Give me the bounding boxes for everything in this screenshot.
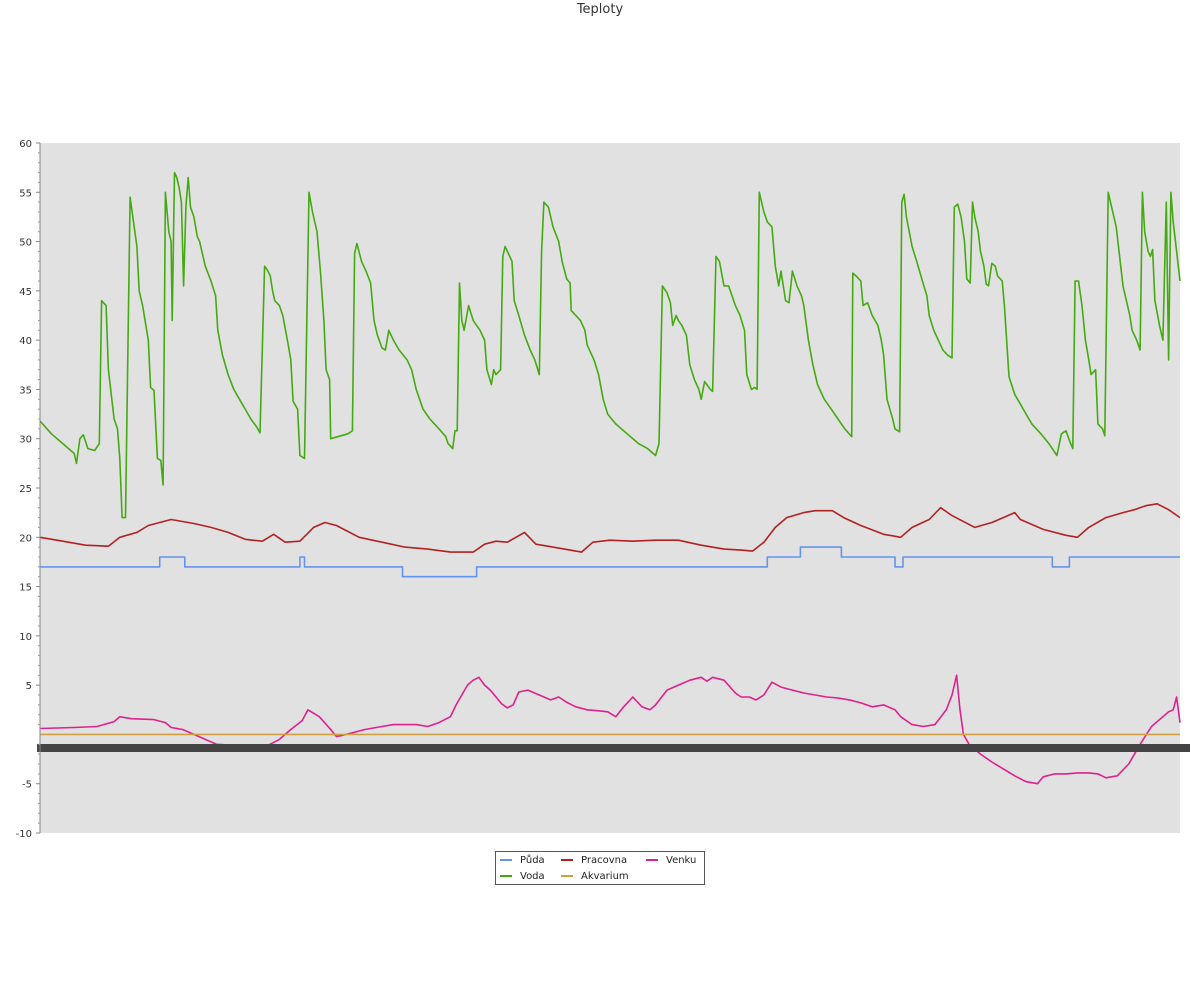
y-tick-label: 55 [19, 188, 32, 199]
legend-label-voda: Voda [520, 871, 545, 882]
legend-swatch-akvarium [561, 875, 573, 877]
legend-item-pracovna: Pracovna [561, 854, 627, 868]
series-layer [39, 171, 1181, 785]
legend-item-venku: Venku [646, 854, 696, 868]
y-tick-label: 15 [19, 583, 32, 594]
y-tick-label: -10 [16, 829, 32, 840]
y-axis: -10 -5 5 10 15 20 25 30 35 40 45 50 55 60 [16, 139, 41, 840]
legend-label-puda: Půda [520, 855, 545, 866]
series-line-2 [39, 674, 1181, 785]
y-tick-label: 40 [19, 336, 32, 347]
legend: Půda Voda Pracovna Akvarium Venku [495, 851, 705, 885]
y-tick-label: 25 [19, 484, 32, 495]
legend-label-akvarium: Akvarium [581, 871, 629, 882]
series-line-1 [39, 503, 1181, 553]
legend-swatch-venku [646, 859, 658, 861]
legend-label-venku: Venku [666, 855, 697, 866]
legend-item-puda: Půda [500, 854, 545, 868]
series-line-4 [39, 171, 1181, 519]
legend-item-akvarium: Akvarium [561, 870, 629, 884]
legend-item-voda: Voda [500, 870, 545, 884]
y-tick-label: 30 [19, 435, 32, 446]
y-tick-label: 45 [19, 287, 32, 298]
y-tick-label: -5 [22, 780, 32, 791]
legend-label-pracovna: Pracovna [581, 855, 628, 866]
legend-swatch-pracovna [561, 859, 573, 861]
x-axis-band [37, 744, 1190, 752]
legend-swatch-puda [500, 859, 512, 861]
y-tick-label: 10 [19, 632, 32, 643]
chart-title: Teploty [576, 2, 624, 17]
y-tick-label: 35 [19, 385, 32, 396]
y-tick-label: 50 [19, 238, 32, 249]
y-tick-label: 20 [19, 533, 32, 544]
legend-swatch-voda [500, 875, 512, 877]
series-line-0 [40, 546, 1180, 578]
plot-area [40, 143, 1180, 833]
y-tick-label: 5 [26, 681, 32, 692]
y-tick-label: 60 [19, 139, 32, 150]
